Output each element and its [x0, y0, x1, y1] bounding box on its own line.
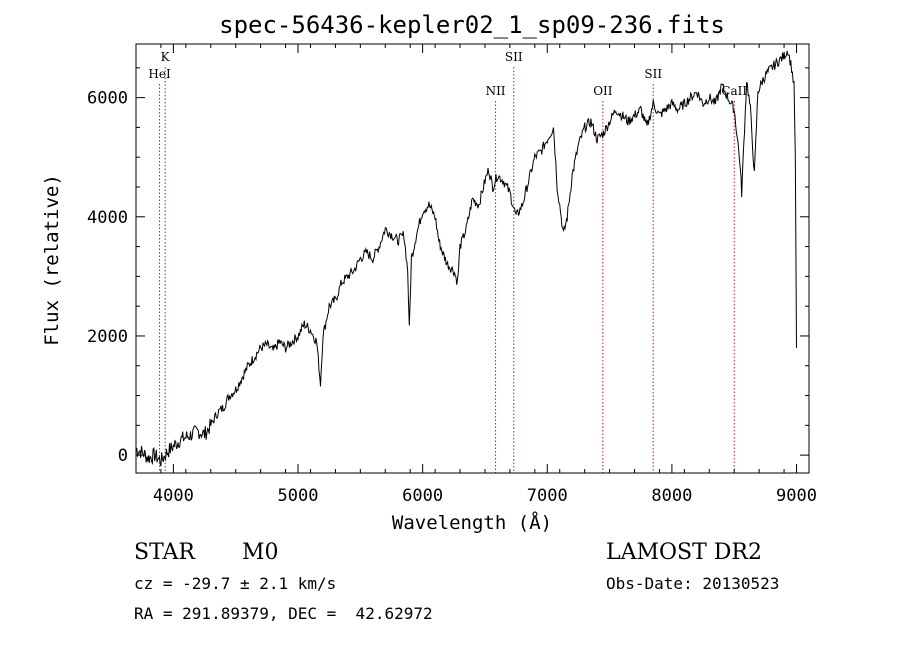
x-axis-label: Wavelength (Å) [392, 511, 552, 534]
line-marker-label: SII [644, 67, 662, 81]
line-marker-label: K [161, 50, 171, 64]
y-tick-label: 0 [118, 446, 128, 466]
axis-ticks: 4000 5000 6000 7000 8000 9000 0 2000 4000 6000 [87, 44, 817, 506]
x-tick-label: 4000 [153, 486, 194, 506]
spectrum-line [135, 50, 797, 467]
coordinates-text: RA = 291.89379, DEC = 42.62972 [134, 604, 433, 623]
x-tick-label: 7000 [527, 486, 568, 506]
x-tick-label: 8000 [651, 486, 692, 506]
line-marker-label: HeI [148, 67, 171, 81]
y-axis-label: Flux (relative) [41, 174, 63, 346]
redshift-text: cz = -29.7 ± 2.1 km/s [134, 574, 337, 593]
chart-title: spec-56436-kepler02_1_sp09-236.fits [219, 11, 725, 39]
line-marker-label: SII [505, 50, 523, 64]
series-layer [135, 50, 797, 467]
line-marker-label: OII [593, 84, 613, 98]
y-tick-label: 2000 [87, 327, 128, 347]
survey-name: LAMOST DR2 [606, 540, 762, 565]
plot-frame [135, 43, 810, 474]
object-subclass: M0 [242, 540, 279, 565]
obs-date-text: Obs-Date: 20130523 [606, 574, 780, 593]
y-tick-label: 4000 [87, 208, 128, 228]
x-tick-label: 9000 [776, 486, 817, 506]
object-class: STAR [134, 540, 195, 565]
line-marker-label: NII [486, 84, 506, 98]
x-tick-label: 6000 [402, 486, 443, 506]
y-tick-label: 6000 [87, 89, 128, 109]
x-tick-label: 5000 [278, 486, 319, 506]
